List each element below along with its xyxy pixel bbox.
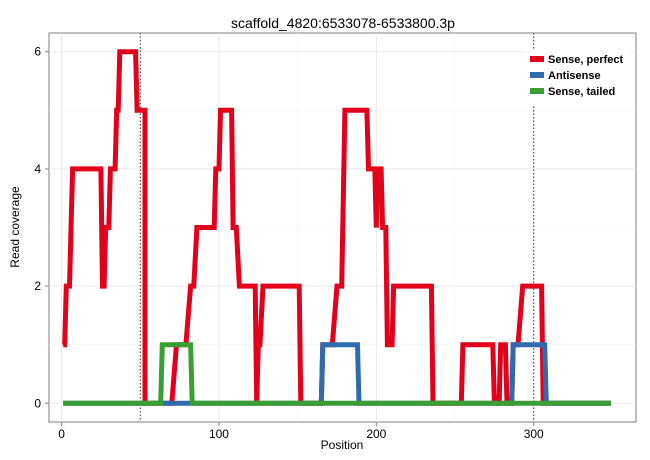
series-line-1 bbox=[62, 49, 611, 406]
y-axis: 0 2 4 6 bbox=[34, 45, 49, 410]
y-tick-label: 4 bbox=[34, 162, 41, 176]
y-tick-label: 0 bbox=[34, 396, 41, 410]
y-tick-label: 2 bbox=[34, 279, 41, 293]
legend-label: Sense, tailed bbox=[548, 86, 615, 98]
x-tick-label: 0 bbox=[58, 427, 65, 441]
x-tick-label: 300 bbox=[524, 427, 544, 441]
legend: Sense, perfect Antisense Sense, tailed bbox=[526, 49, 630, 105]
series-line-3 bbox=[63, 342, 611, 406]
y-axis-title: Read coverage bbox=[8, 186, 22, 268]
x-tick-label: 200 bbox=[366, 427, 386, 441]
chart-title: scaffold_4820:6533078-6533800.3p bbox=[231, 15, 455, 31]
legend-label: Sense, perfect bbox=[548, 54, 624, 66]
y-tick-label: 6 bbox=[34, 45, 41, 59]
legend-swatch bbox=[530, 88, 544, 94]
legend-swatch bbox=[530, 72, 544, 78]
x-axis-title: Position bbox=[321, 438, 364, 452]
legend-label: Antisense bbox=[548, 70, 601, 82]
x-tick-label: 100 bbox=[209, 427, 229, 441]
legend-swatch bbox=[530, 56, 544, 62]
series-layer bbox=[62, 49, 611, 406]
x-axis: 0 100 200 300 bbox=[58, 422, 544, 441]
